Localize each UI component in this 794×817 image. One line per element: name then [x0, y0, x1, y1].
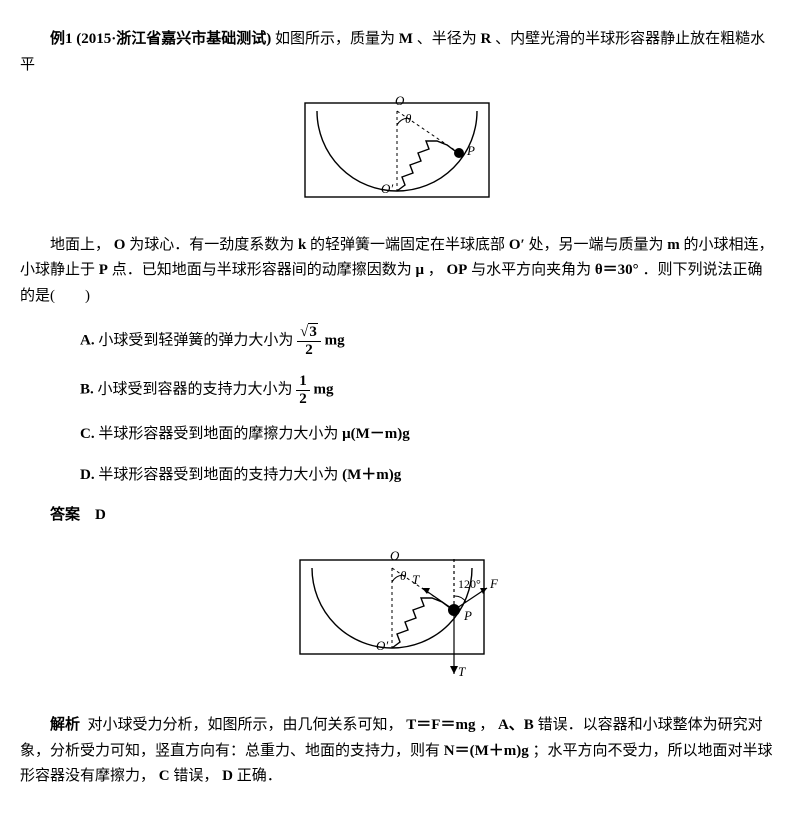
option-C: C. 半球形容器受到地面的摩擦力大小为 μ(M－m)g — [80, 422, 774, 448]
ec: C — [159, 768, 170, 784]
fig1-ball — [454, 148, 464, 158]
e1: 对小球受力分析，如图所示，由几何关系可知， — [88, 717, 403, 733]
optA-label: A. — [80, 332, 95, 348]
sym-M: M — [399, 31, 413, 47]
stem-para-2: 地面上， O 为球心．有一劲度系数为 k 的轻弹簧一端固定在半球底部 O′ 处，… — [20, 233, 774, 310]
stem-p1b: 、半径为 — [417, 31, 481, 47]
optD-label: D. — [80, 467, 95, 483]
sym-Oprime: O′ — [509, 237, 525, 253]
sym-k: k — [298, 237, 306, 253]
sym-O: O — [114, 237, 126, 253]
sym-OP: OP — [446, 262, 467, 278]
option-D: D. 半球形容器受到地面的支持力大小为 (M＋m)g — [80, 463, 774, 489]
figure-1: O O′ P θ — [20, 93, 774, 218]
e5: 错误， — [173, 768, 218, 784]
fig2-Oprime-label: O′ — [376, 638, 388, 653]
fig2-F-label: F — [489, 576, 499, 591]
sym-R: R — [480, 31, 491, 47]
ed: D — [222, 768, 233, 784]
optB-post: mg — [314, 381, 334, 397]
optC-label: C. — [80, 426, 95, 442]
optA-pre: 小球受到轻弹簧的弹力大小为 — [98, 332, 297, 348]
fig2-Tup-label: T — [412, 572, 420, 587]
optD-expr: (M＋m)g — [342, 467, 401, 483]
optA-post: mg — [325, 332, 345, 348]
optB-label: B. — [80, 381, 94, 397]
s2b: 为球心．有一劲度系数为 — [129, 237, 298, 253]
sym-mu: μ — [415, 262, 424, 278]
optB-pre: 小球受到容器的支持力大小为 — [98, 381, 297, 397]
fig2-120-label: 120° — [458, 577, 481, 591]
fig1-O-label: O — [395, 93, 405, 108]
figure-2: O O′ P θ 120° F T T — [20, 544, 774, 699]
e2: ， — [479, 717, 494, 733]
expl-label: 解析 — [50, 717, 80, 733]
stem-para-1: 例1 (2015·浙江省嘉兴市基础测试) 如图所示，质量为 M 、半径为 R 、… — [20, 27, 774, 78]
optA-den: 2 — [297, 342, 321, 359]
fig2-theta-label: θ — [400, 568, 407, 583]
fig2-O-label: O — [390, 548, 400, 563]
optD-text: 半球形容器受到地面的支持力大小为 — [98, 467, 338, 483]
fig2-spring — [392, 598, 450, 648]
s2d: 处，另一端与质量为 — [528, 237, 667, 253]
sym-m: m — [667, 237, 680, 253]
sym-theta: θ＝30° — [595, 262, 639, 278]
stem-p1a: 如图所示，质量为 — [275, 31, 399, 47]
option-B: B. 小球受到容器的支持力大小为 1 2 mg — [80, 373, 774, 407]
answer-value: D — [95, 507, 106, 523]
fig2-Tdown-arrow — [450, 666, 458, 674]
fig2-P-label: P — [463, 608, 472, 623]
s2f: 点．已知地面与半球形容器间的动摩擦因数为 — [112, 262, 412, 278]
fig1-spring — [397, 141, 455, 191]
eeq1: T＝F＝mg — [406, 717, 475, 733]
source: (2015·浙江省嘉兴市基础测试) — [76, 31, 271, 47]
s2a: 地面上， — [50, 237, 110, 253]
optB-den: 2 — [296, 391, 310, 408]
s2h: 与水平方向夹角为 — [471, 262, 591, 278]
explanation: 解析 对小球受力分析，如图所示，由几何关系可知， T＝F＝mg ， A、B 错误… — [20, 713, 774, 790]
optB-frac: 1 2 — [296, 373, 310, 407]
eab: A、B — [498, 717, 534, 733]
option-A: A. 小球受到轻弹簧的弹力大小为 3 2 mg — [80, 324, 774, 358]
s2g: ， — [428, 262, 447, 278]
s2c: 的轻弹簧一端固定在半球底部 — [310, 237, 509, 253]
optB-num: 1 — [296, 373, 310, 391]
fig1-Oprime-label: O′ — [381, 181, 393, 196]
optC-text: 半球形容器受到地面的摩擦力大小为 — [98, 426, 338, 442]
example-label: 例1 — [50, 31, 73, 47]
sym-P: P — [99, 262, 108, 278]
answer-label: 答案 — [50, 507, 80, 523]
answer-line: 答案 D — [50, 503, 774, 529]
optA-sqrt: 3 — [308, 323, 318, 340]
fig1-theta-label: θ — [405, 111, 412, 126]
optA-frac: 3 2 — [297, 324, 321, 358]
fig2-Tdown-label: T — [458, 664, 466, 679]
fig1-P-label: P — [466, 143, 475, 158]
e6: 正确． — [237, 768, 282, 784]
eeq2: N＝(M＋m)g — [444, 743, 529, 759]
optC-expr: μ(M－m)g — [342, 426, 410, 442]
